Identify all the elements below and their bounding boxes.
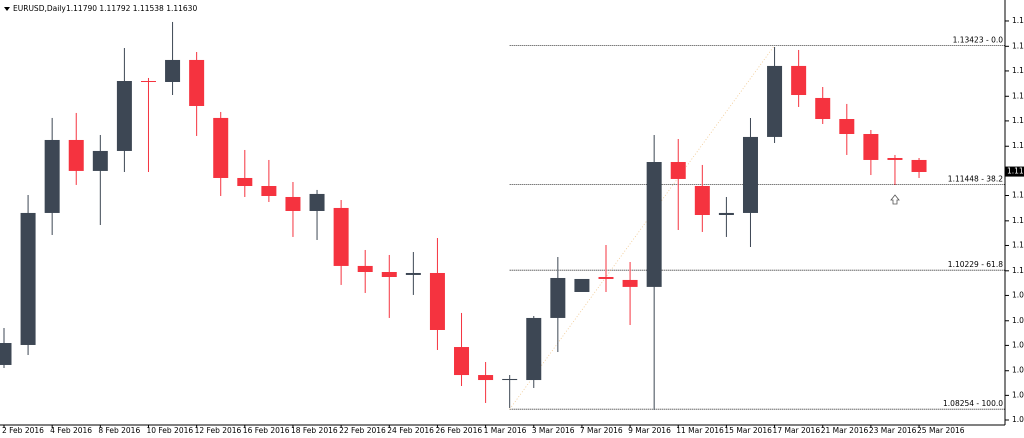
candle-body xyxy=(429,272,445,330)
candle-body xyxy=(357,265,373,273)
x-tick-label: 26 Feb 2016 xyxy=(435,426,482,435)
x-tick-label: 24 Feb 2016 xyxy=(387,426,434,435)
x-tick-label: 4 Feb 2016 xyxy=(50,426,92,435)
candle-body xyxy=(839,119,855,134)
candle-body xyxy=(44,139,60,213)
candle-body xyxy=(526,317,542,381)
candle-body xyxy=(598,276,614,279)
x-tick-label: 10 Feb 2016 xyxy=(146,426,193,435)
chart-title: EURUSD,Daily xyxy=(13,4,66,13)
candle-body xyxy=(0,343,12,365)
y-tick-label: 1.12700 xyxy=(1012,91,1024,100)
candle-body xyxy=(381,272,397,277)
candle-body xyxy=(20,212,36,345)
y-tick-label: 1.10580 xyxy=(1012,240,1024,249)
candle-body xyxy=(694,186,710,215)
candle-body xyxy=(574,278,590,292)
y-tick-label: 1.09870 xyxy=(1012,290,1024,299)
x-tick-label: 23 Mar 2016 xyxy=(869,426,917,435)
x-tick-label: 11 Mar 2016 xyxy=(676,426,724,435)
fib-label: 1.08254 - 100.0 xyxy=(943,399,1003,408)
x-tick-label: 3 Mar 2016 xyxy=(532,426,575,435)
candle-body xyxy=(285,196,301,211)
x-tick-label: 21 Mar 2016 xyxy=(821,426,869,435)
candle-body xyxy=(791,65,807,96)
y-tick-label: 1.08800 xyxy=(1012,366,1024,375)
candle-body xyxy=(261,186,277,196)
candle-body xyxy=(646,162,662,287)
y-tick-label: 1.11990 xyxy=(1012,141,1024,150)
x-tick-label: 9 Mar 2016 xyxy=(628,426,671,435)
candle-body xyxy=(815,97,831,120)
current-price-label: 1.11630 xyxy=(1007,167,1024,176)
x-tick-label: 25 Mar 2016 xyxy=(917,426,965,435)
y-tick-label: 1.13060 xyxy=(1012,66,1024,75)
y-tick-label: 1.09510 xyxy=(1012,316,1024,325)
fib-label: 1.11448 - 38.2 xyxy=(948,174,1003,183)
candle-body xyxy=(911,159,927,172)
candle-body xyxy=(454,347,470,376)
candle-body xyxy=(550,277,566,318)
x-tick-label: 17 Mar 2016 xyxy=(773,426,821,435)
menu-triangle xyxy=(4,7,10,11)
candle-body xyxy=(116,81,132,151)
y-tick-label: 1.09160 xyxy=(1012,340,1024,349)
candle-body xyxy=(742,136,758,213)
candle-body xyxy=(767,65,783,137)
y-tick-label: 1.11290 xyxy=(1012,191,1024,200)
candle-body xyxy=(478,375,494,381)
candle-body xyxy=(213,117,229,178)
x-tick-label: 15 Mar 2016 xyxy=(724,426,772,435)
x-tick-label: 1 Mar 2016 xyxy=(484,426,527,435)
candle-body xyxy=(237,177,253,187)
candle-body xyxy=(189,59,205,106)
candle-body xyxy=(502,378,518,381)
y-tick-label: 1.10930 xyxy=(1012,216,1024,225)
candle-body xyxy=(68,139,84,171)
candle-body xyxy=(92,150,108,171)
candle-body xyxy=(165,59,181,82)
candle-body xyxy=(863,133,879,160)
y-tick-label: 1.13410 xyxy=(1012,41,1024,50)
x-tick-label: 7 Mar 2016 xyxy=(580,426,623,435)
current-price-box xyxy=(1005,166,1024,177)
x-tick-label: 2 Feb 2016 xyxy=(2,426,44,435)
y-tick-label: 1.12350 xyxy=(1012,116,1024,125)
x-tick-label: 12 Feb 2016 xyxy=(195,426,242,435)
candle-body xyxy=(309,193,325,211)
y-tick-label: 1.13770 xyxy=(1012,16,1024,25)
candle-body xyxy=(140,81,156,83)
x-tick-label: 22 Feb 2016 xyxy=(339,426,386,435)
y-tick-label: 1.08100 xyxy=(1012,415,1024,424)
candle-body xyxy=(333,207,349,266)
candle-body xyxy=(622,279,638,287)
arrow-icon xyxy=(890,194,900,205)
x-tick-label: 8 Feb 2016 xyxy=(98,426,140,435)
candle-body xyxy=(670,162,686,179)
candle-body xyxy=(405,272,421,275)
x-tick-label: 16 Feb 2016 xyxy=(243,426,290,435)
y-tick-label: 1.08450 xyxy=(1012,390,1024,399)
fib-label: 1.10229 - 61.8 xyxy=(948,260,1003,269)
x-tick-label: 18 Feb 2016 xyxy=(291,426,338,435)
candle-body xyxy=(718,212,734,215)
chart-ohlc: 1.11790 1.11792 1.11538 1.11630 xyxy=(66,4,197,13)
y-tick-label: 1.10220 xyxy=(1012,266,1024,275)
fib-label: 1.13423 - 0.0 xyxy=(953,35,1004,44)
candle-body xyxy=(887,157,903,160)
